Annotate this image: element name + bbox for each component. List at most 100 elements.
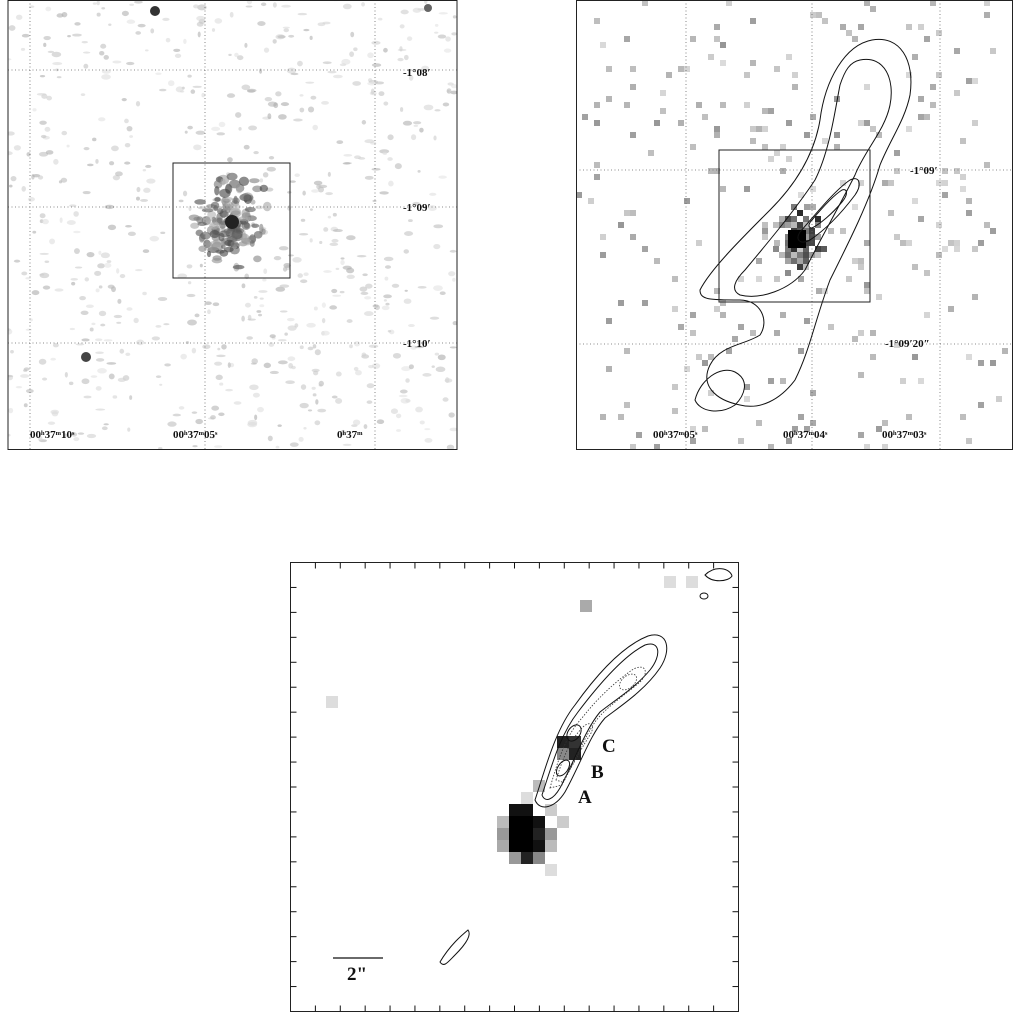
noise (267, 435, 273, 442)
pixel (756, 420, 762, 426)
pixel (660, 90, 666, 96)
noise (248, 125, 258, 131)
pixel (773, 246, 779, 252)
pixel (870, 330, 876, 336)
noise (269, 334, 276, 338)
noise (241, 84, 251, 91)
noise (277, 360, 288, 365)
noise (382, 151, 388, 156)
pixel (720, 60, 726, 66)
noise (332, 294, 342, 297)
noise (354, 155, 362, 160)
noise (314, 420, 321, 426)
pixel (852, 336, 858, 342)
pixel (924, 270, 930, 276)
panel-1-grid (8, 0, 457, 450)
noise (21, 271, 28, 276)
noise (299, 345, 304, 350)
source-emission (241, 222, 251, 230)
pixel (664, 576, 676, 588)
pixel (918, 96, 924, 102)
source-emission (211, 216, 217, 224)
noise (331, 288, 338, 294)
panel-1-image (8, 0, 457, 450)
noise (438, 12, 448, 15)
noise (92, 2, 97, 5)
noise (91, 322, 96, 326)
pixel (785, 270, 791, 276)
noise (218, 412, 225, 417)
pixel (803, 252, 809, 258)
contour (734, 58, 892, 297)
noise (243, 144, 250, 150)
noise (194, 313, 200, 318)
noise (434, 352, 440, 356)
noise (332, 74, 343, 79)
pixel (966, 210, 972, 216)
pixel (810, 420, 816, 426)
pixel (816, 12, 822, 18)
noise (69, 204, 77, 207)
source-emission (232, 197, 240, 204)
pixel (684, 66, 690, 72)
pixel (726, 0, 732, 6)
noise (90, 375, 98, 378)
pixel (642, 300, 648, 306)
noise (49, 238, 55, 245)
pixel (785, 252, 791, 258)
noise (309, 35, 313, 40)
pixel (809, 240, 815, 246)
pixel (912, 54, 918, 60)
noise (368, 364, 374, 369)
noise (73, 211, 79, 217)
radio-contours (694, 38, 912, 412)
noise (113, 314, 123, 319)
pixel (876, 294, 882, 300)
pixel (906, 24, 912, 30)
pixel (791, 204, 797, 210)
noise (263, 362, 272, 369)
pixel (732, 336, 738, 342)
pixel (630, 132, 636, 138)
pixel (852, 204, 858, 210)
noise (42, 377, 48, 381)
pixel (810, 12, 816, 18)
noise (383, 256, 394, 262)
noise (323, 270, 332, 273)
pixel (726, 348, 732, 354)
pixel (738, 324, 744, 330)
source-emission (201, 208, 214, 213)
source-emission (262, 201, 272, 212)
noise (275, 91, 282, 97)
noise (349, 51, 355, 57)
ra-label: 00ʰ37ᵐ04ˢ (783, 429, 828, 441)
noise (257, 406, 264, 413)
noise (98, 250, 102, 255)
noise (137, 23, 146, 28)
noise (447, 82, 454, 86)
noise (100, 252, 110, 259)
pixel (912, 198, 918, 204)
noise (289, 442, 299, 447)
noise (287, 356, 296, 362)
noise (133, 317, 139, 324)
noise (172, 413, 182, 417)
zoom-box (718, 149, 871, 303)
pixel (509, 816, 521, 828)
noise (433, 285, 443, 291)
noise (356, 255, 367, 258)
source-emission (259, 184, 269, 193)
noise (39, 75, 46, 78)
noise (361, 2, 365, 7)
noise (163, 323, 170, 326)
noise (247, 419, 258, 426)
noise (273, 255, 282, 261)
noise (103, 55, 109, 60)
source-emission (198, 245, 207, 252)
noise (284, 332, 288, 336)
noise (15, 14, 23, 20)
noise (316, 184, 321, 190)
pixel (815, 246, 821, 252)
pixel (774, 240, 780, 246)
dec-label: -1°10′ (403, 338, 431, 350)
